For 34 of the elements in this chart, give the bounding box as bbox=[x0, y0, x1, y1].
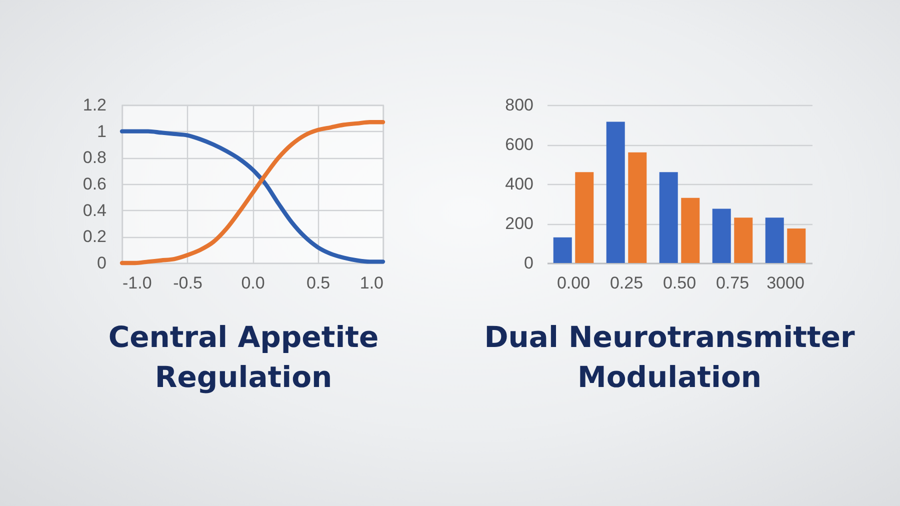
y-tick-label: 1.2 bbox=[82, 96, 106, 114]
y-tick-label: 0.2 bbox=[82, 227, 106, 246]
bar bbox=[553, 237, 572, 263]
y-tick-label: 0.4 bbox=[82, 200, 106, 220]
x-tick-label: 0.25 bbox=[610, 274, 644, 292]
y-tick-label: 800 bbox=[505, 96, 534, 114]
y-tick-label: 0.6 bbox=[82, 174, 106, 194]
y-tick-label: 1 bbox=[97, 122, 106, 141]
bar bbox=[628, 152, 647, 263]
x-tick-label: -1.0 bbox=[122, 274, 152, 292]
bar bbox=[787, 228, 806, 263]
bar bbox=[734, 218, 753, 263]
bar bbox=[659, 172, 678, 263]
x-tick-label: 0.50 bbox=[662, 274, 696, 292]
y-tick-label: 0 bbox=[524, 254, 534, 272]
y-tick-label: 0 bbox=[97, 254, 106, 272]
x-tick-label: 1.0 bbox=[360, 274, 384, 292]
x-tick-label: 3000 bbox=[766, 274, 804, 292]
y-tick-label: 0.8 bbox=[82, 148, 106, 168]
x-tick-label: 0.75 bbox=[716, 274, 750, 292]
x-tick-label: 0.00 bbox=[556, 274, 590, 292]
bar bbox=[681, 198, 700, 263]
x-tick-label: -0.5 bbox=[173, 274, 202, 292]
bar bbox=[765, 218, 784, 263]
text: Dual Neurotransmitter Modulation bbox=[484, 320, 856, 394]
y-tick-label: 600 bbox=[505, 135, 534, 154]
bar bbox=[606, 122, 625, 263]
bar bbox=[575, 172, 594, 263]
bar bbox=[712, 208, 731, 263]
x-tick-label: 0.5 bbox=[306, 274, 330, 292]
y-tick-label: 200 bbox=[505, 214, 534, 233]
text: Central Appetite Regulation bbox=[108, 320, 379, 394]
y-tick-label: 400 bbox=[505, 174, 534, 194]
x-tick-label: 0.0 bbox=[241, 274, 265, 292]
